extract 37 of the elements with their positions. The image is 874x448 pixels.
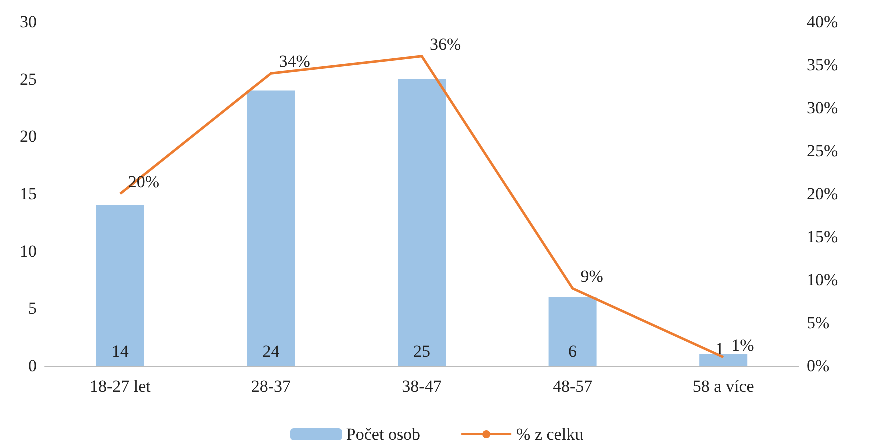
y-tick-label: 0 [28,356,37,376]
data-label: 25 [414,342,430,361]
data-label: 1 [716,340,724,359]
y2-tick-label: 25% [807,142,838,160]
bar [548,297,597,366]
data-label: 1% [732,336,754,355]
y2-tick-label: 35% [807,56,838,74]
x-tick-label: 48-57 [552,377,594,396]
y-tick-label: 30 [20,12,37,32]
x-tick-label: 38-47 [402,377,442,396]
data-label: 14 [112,342,130,361]
bar [700,354,748,366]
legend-label: Počet osob [346,425,421,444]
y2-tick-label: 30% [807,98,838,118]
data-label: 34% [279,52,310,72]
y-tick-label: 10 [20,242,37,261]
legend-label: % z celku [516,425,584,444]
x-tick-label: 18-27 let [90,377,152,396]
data-label: 9% [580,267,604,286]
y-tick-label: 20 [20,127,37,146]
x-tick-label: 58 a více [692,377,754,396]
bar [96,205,144,366]
y2-tick-label: 20% [807,184,838,204]
y-tick-label: 15 [20,184,37,204]
y-tick-label: 5 [28,299,37,318]
bar [247,90,296,366]
bar [398,79,446,366]
y-tick-label: 25 [20,70,37,89]
data-label: 24 [262,342,280,361]
y2-tick-label: 0% [807,356,830,376]
y2-tick-label: 40% [807,12,838,32]
y2-tick-label: 5% [807,314,830,332]
data-label: 6 [568,342,578,361]
y2-tick-label: 15% [807,228,838,246]
data-label: 36% [430,34,462,54]
x-tick-label: 28-37 [251,377,292,396]
y2-tick-label: 10% [807,270,838,290]
